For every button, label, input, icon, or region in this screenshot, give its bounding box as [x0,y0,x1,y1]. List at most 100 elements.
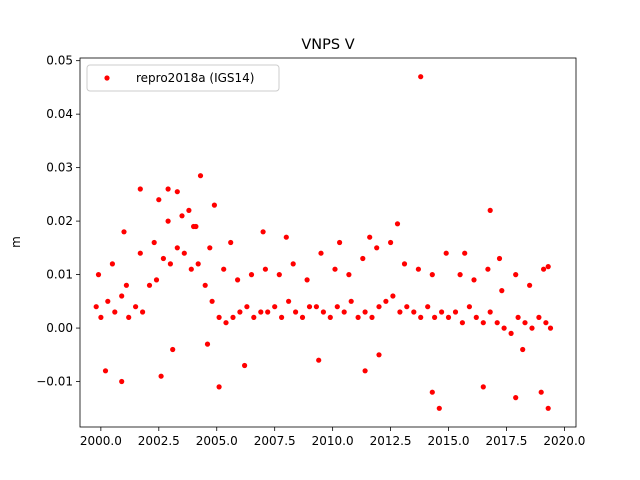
data-point [520,346,526,353]
data-point [216,314,222,320]
data-point [499,288,505,294]
y-tick-label: −0.01 [36,375,73,389]
data-point [204,341,211,347]
data-point [337,239,343,246]
data-point [158,373,164,379]
data-point [191,223,197,230]
data-point [415,266,421,272]
data-point [105,298,111,304]
data-point [186,207,192,213]
data-point [304,277,310,283]
data-point [473,314,479,320]
data-point [286,298,292,304]
y-tick-label: 0.00 [46,321,73,335]
data-point [272,304,278,310]
data-point [98,314,104,320]
x-tick-label: 2012.5 [370,434,412,448]
y-tick-label: 0.02 [46,214,73,228]
legend-marker [104,75,110,81]
data-point [320,309,326,315]
data-point [543,320,549,326]
data-point [221,266,227,272]
data-point [376,352,382,358]
data-point [160,255,166,262]
data-point [223,320,229,326]
data-point [237,309,243,315]
data-point [501,325,507,331]
data-point [480,320,486,326]
data-point [258,309,264,315]
x-axis: 2000.0 2002.5 2005.0 2007.5 2010.0 2012.5 2015… [80,427,585,448]
data-point [283,234,289,240]
data-point [276,272,282,278]
data-point [248,272,255,278]
data-point [93,304,99,310]
data-point [95,272,102,278]
data-point [293,309,299,315]
data-point [394,221,401,227]
data-point [411,309,417,315]
y-tick-label: 0.05 [46,54,73,68]
data-point [367,234,373,240]
data-point [545,405,551,411]
data-point [170,346,176,353]
data-point [179,213,185,219]
chart-title: VNPS V [301,37,354,53]
data-point [547,325,554,331]
data-point [202,282,208,288]
x-tick-label: 2015.0 [428,434,470,448]
data-point [244,304,250,310]
data-point [230,314,236,320]
data-point [197,173,204,179]
data-point [102,368,109,374]
x-tick-label: 2010.0 [312,434,354,448]
y-tick-label: 0.03 [46,161,73,175]
data-point [211,202,217,208]
data-point [188,266,194,272]
x-tick-label: 2005.0 [196,434,238,448]
data-point [496,255,503,262]
data-point [401,261,408,267]
data-point [545,264,551,270]
legend-label: repro2018a (IGS14) [136,71,254,85]
data-point [538,389,544,395]
data-point [209,298,215,304]
data-point [153,277,160,283]
data-point [156,197,162,203]
data-point [466,304,472,310]
data-point [334,304,340,310]
x-tick-label: 2000.0 [80,434,122,448]
data-point [327,314,333,320]
data-point [360,255,366,262]
data-point [355,314,361,320]
data-point [207,245,213,251]
data-point [443,250,449,256]
data-point [121,229,127,235]
data-point [383,298,389,304]
data-point [536,314,542,320]
data-point [123,282,129,288]
x-tick-label: 2017.5 [485,434,527,448]
data-point [341,309,347,315]
data-point [313,304,319,310]
data-point [376,304,382,310]
data-point [260,229,266,235]
data-point [374,245,380,251]
data-point [432,314,438,320]
data-point [487,207,493,213]
data-point [418,74,424,80]
data-point [487,309,493,315]
data-point [316,357,322,363]
data-points [93,74,554,411]
data-point [397,309,403,315]
data-point [181,250,187,256]
plot-frame [79,57,577,428]
data-point [485,266,491,272]
y-axis: −0.01 0.00 0.01 0.02 0.03 0.04 0.05 [36,54,80,389]
y-axis-label: m [9,236,23,248]
x-tick-label: 2002.5 [138,434,180,448]
data-point [429,389,435,395]
data-point [251,314,257,320]
data-point [362,309,368,315]
